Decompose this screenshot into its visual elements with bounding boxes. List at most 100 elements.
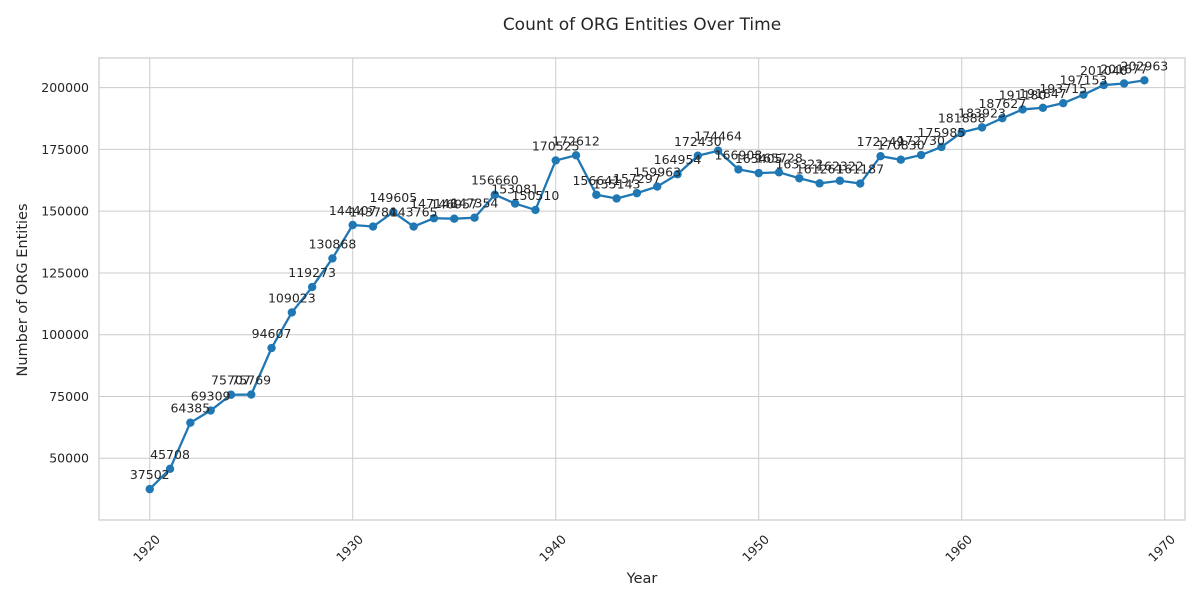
data-point [693, 151, 703, 160]
data-point [612, 194, 621, 203]
data-point [328, 254, 337, 263]
x-tick-label: 1940 [536, 532, 569, 565]
data-point [145, 484, 154, 494]
data-label: 75707 [211, 373, 251, 388]
data-point [876, 152, 885, 161]
y-tick-label: 100000 [41, 327, 89, 342]
data-label: 165405 [735, 151, 783, 166]
data-point [896, 155, 906, 164]
data-label: 143765 [390, 205, 438, 220]
data-label: 201677 [1100, 62, 1148, 77]
data-point [795, 174, 804, 183]
data-point [916, 150, 926, 160]
data-label: 119273 [288, 265, 336, 280]
data-label: 94607 [252, 326, 292, 341]
x-tick-label: 1970 [1145, 532, 1178, 565]
data-point [632, 188, 642, 198]
data-point [1018, 105, 1027, 114]
y-tick-label: 50000 [49, 451, 89, 466]
data-point [1079, 90, 1088, 99]
data-point [510, 199, 520, 208]
data-label: 150510 [512, 188, 560, 203]
data-point [1099, 80, 1109, 90]
data-point [835, 176, 845, 185]
data-point [450, 214, 459, 223]
y-tick-label: 125000 [41, 265, 89, 280]
data-point [348, 220, 357, 230]
data-label: 172430 [674, 134, 722, 149]
data-point [1059, 98, 1068, 108]
data-point [307, 282, 317, 292]
data-label: 201040 [1080, 63, 1128, 78]
data-label: 109023 [268, 290, 316, 305]
data-point [226, 390, 236, 399]
data-point [551, 156, 560, 165]
data-point [1119, 79, 1129, 88]
data-point [734, 165, 743, 174]
data-label: 144407 [329, 203, 377, 218]
data-label: 156641 [572, 173, 620, 188]
data-label: 161187 [836, 162, 884, 177]
x-axis-label: Year [626, 571, 658, 587]
series-line [148, 79, 1145, 490]
data-label: 157297 [613, 171, 661, 186]
data-label: 162322 [816, 159, 864, 174]
data-point [713, 146, 723, 155]
x-tick-label: 1920 [130, 532, 163, 565]
data-point [165, 464, 175, 474]
data-label: 45708 [150, 447, 190, 462]
data-label: 164954 [654, 152, 702, 167]
data-point [653, 182, 662, 191]
data-label: 175985 [918, 125, 966, 140]
y-tick-label: 200000 [41, 80, 89, 95]
data-point [592, 190, 601, 199]
data-label: 143784 [349, 205, 397, 220]
data-point [815, 179, 824, 188]
data-label: 146957 [430, 197, 478, 212]
x-tick-label: 1950 [739, 532, 772, 565]
y-tick-label: 75000 [49, 389, 89, 404]
data-point [267, 343, 276, 353]
data-point [206, 406, 215, 415]
y-tick-label: 150000 [41, 204, 89, 219]
data-label: 130868 [309, 236, 357, 251]
y-tick-label: 175000 [41, 142, 89, 157]
data-label: 191847 [1019, 86, 1067, 101]
data-label: 64385 [170, 401, 210, 416]
data-point [957, 128, 966, 137]
data-label: 166908 [715, 147, 763, 162]
data-label: 147354 [451, 196, 499, 211]
y-axis-label: Number of ORG Entities [15, 203, 31, 376]
data-label: 156660 [471, 173, 519, 188]
data-label: 149605 [369, 190, 417, 205]
data-point [754, 168, 763, 178]
data-label: 172249 [857, 134, 905, 149]
data-label: 170525 [532, 138, 580, 153]
x-tick-label: 1960 [942, 532, 975, 565]
x-tick-label: 1930 [333, 532, 366, 565]
data-label: 155143 [593, 176, 641, 191]
data-point [287, 308, 297, 317]
plot-frame [98, 57, 1186, 521]
data-label: 163322 [775, 156, 823, 171]
data-point [673, 170, 682, 179]
data-label: 174464 [694, 129, 742, 144]
data-point [1140, 76, 1149, 85]
data-point [937, 142, 946, 152]
data-label: 165728 [755, 150, 803, 165]
data-label: 193715 [1039, 81, 1087, 96]
data-label: 197153 [1060, 73, 1108, 88]
data-point [856, 179, 865, 188]
data-label: 172730 [897, 133, 945, 148]
data-label: 183923 [958, 105, 1006, 120]
data-point [531, 205, 540, 215]
data-point [571, 151, 581, 160]
data-point [429, 214, 439, 223]
data-point [186, 418, 195, 427]
data-label: 172612 [552, 133, 600, 148]
data-label: 75769 [231, 373, 271, 388]
data-label: 191180 [999, 87, 1047, 102]
data-label: 170830 [877, 138, 925, 153]
